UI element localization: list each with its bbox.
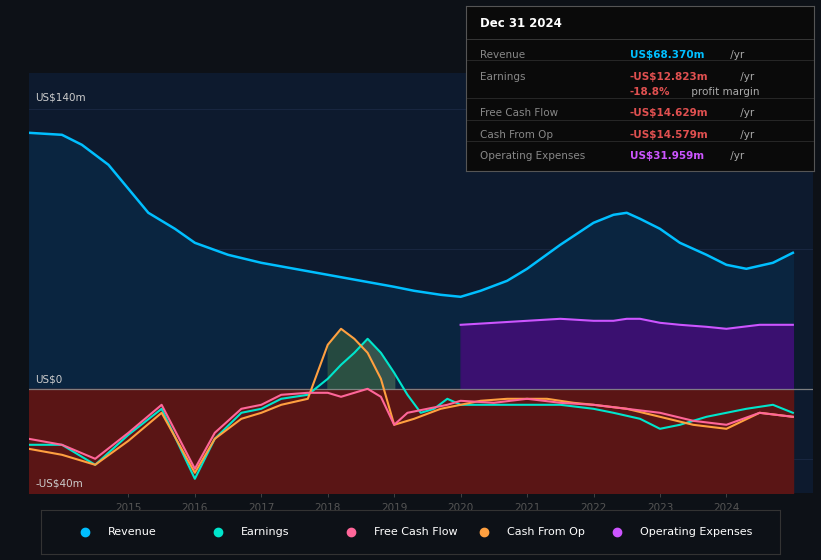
Text: /yr: /yr bbox=[727, 50, 745, 60]
Text: Operating Expenses: Operating Expenses bbox=[480, 151, 585, 161]
Text: -18.8%: -18.8% bbox=[630, 87, 671, 96]
Text: US$68.370m: US$68.370m bbox=[630, 50, 704, 60]
Text: Earnings: Earnings bbox=[241, 527, 289, 537]
Text: US$140m: US$140m bbox=[35, 93, 86, 103]
Text: /yr: /yr bbox=[737, 129, 754, 139]
Text: Free Cash Flow: Free Cash Flow bbox=[480, 108, 558, 118]
Text: /yr: /yr bbox=[737, 108, 754, 118]
Text: -US$14.579m: -US$14.579m bbox=[630, 129, 709, 139]
Text: Revenue: Revenue bbox=[108, 527, 156, 537]
Text: Operating Expenses: Operating Expenses bbox=[640, 527, 752, 537]
Text: Cash From Op: Cash From Op bbox=[480, 129, 553, 139]
Text: -US$40m: -US$40m bbox=[35, 479, 83, 489]
Text: -US$14.629m: -US$14.629m bbox=[630, 108, 709, 118]
Text: profit margin: profit margin bbox=[689, 87, 760, 96]
Text: US$31.959m: US$31.959m bbox=[630, 151, 704, 161]
Text: /yr: /yr bbox=[737, 72, 754, 82]
Text: /yr: /yr bbox=[727, 151, 745, 161]
Text: -US$12.823m: -US$12.823m bbox=[630, 72, 709, 82]
Text: US$0: US$0 bbox=[35, 375, 62, 385]
Text: Free Cash Flow: Free Cash Flow bbox=[374, 527, 457, 537]
Text: Cash From Op: Cash From Op bbox=[507, 527, 585, 537]
Text: Dec 31 2024: Dec 31 2024 bbox=[480, 17, 562, 30]
Text: Revenue: Revenue bbox=[480, 50, 525, 60]
Text: Earnings: Earnings bbox=[480, 72, 525, 82]
